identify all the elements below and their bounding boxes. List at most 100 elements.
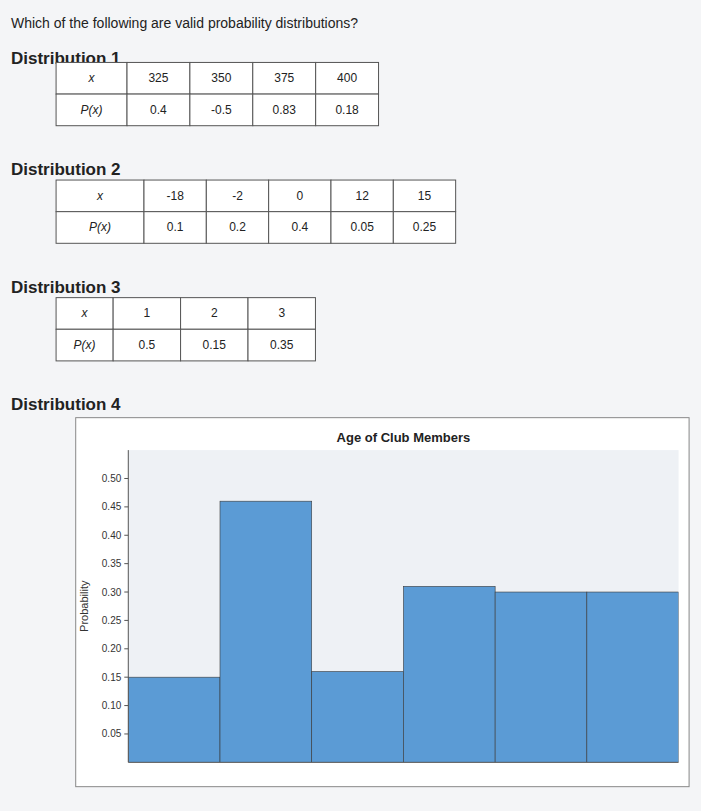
table-header: P(x) bbox=[89, 220, 111, 234]
y-tick bbox=[124, 478, 128, 479]
bar bbox=[495, 592, 587, 762]
y-axis-line bbox=[128, 450, 129, 762]
table-header: x bbox=[96, 189, 104, 203]
table-header: P(x) bbox=[81, 103, 103, 117]
table-value: 2 bbox=[211, 306, 218, 320]
background bbox=[0, 0, 701, 811]
y-tick-label: 0.50 bbox=[102, 473, 122, 484]
table-header-cell bbox=[56, 62, 127, 94]
table: x 1 2 3 P(x) 0.5 0.15 0.35 bbox=[56, 298, 315, 361]
y-tick bbox=[124, 733, 128, 734]
section-label: Distribution 3 bbox=[11, 278, 121, 297]
table-cell bbox=[127, 94, 190, 126]
bar bbox=[587, 592, 679, 762]
table-cell bbox=[113, 298, 180, 330]
chart-box bbox=[76, 418, 689, 787]
y-tick bbox=[124, 535, 128, 536]
table-cell bbox=[127, 62, 190, 94]
chart-title: Age of Club Members bbox=[337, 430, 471, 445]
table-cell bbox=[181, 298, 248, 330]
table-header: x bbox=[88, 71, 96, 85]
y-tick-label: 0.25 bbox=[102, 615, 122, 626]
table-cell bbox=[144, 212, 206, 244]
table-cell bbox=[206, 180, 268, 212]
table-value: -18 bbox=[166, 189, 184, 203]
table-value: 3 bbox=[278, 306, 285, 320]
bars bbox=[128, 501, 678, 762]
table-value: 1 bbox=[144, 306, 151, 320]
table-cell bbox=[190, 62, 253, 94]
table-cell bbox=[393, 180, 455, 212]
table-value: 375 bbox=[274, 71, 294, 85]
page: Which of the following are valid probabi… bbox=[0, 0, 701, 811]
table-value: -0.5 bbox=[211, 103, 232, 117]
bar bbox=[220, 501, 312, 762]
y-tick bbox=[124, 592, 128, 593]
y-tick-label: 0.15 bbox=[102, 672, 122, 683]
table-value: 400 bbox=[337, 71, 357, 85]
table-cell bbox=[253, 62, 316, 94]
y-tick-label: 0.05 bbox=[102, 728, 122, 739]
table-header-cell bbox=[56, 329, 113, 361]
section-label: Distribution 2 bbox=[11, 160, 121, 179]
table-header-cell bbox=[56, 298, 113, 330]
table-cell bbox=[190, 94, 253, 126]
section-label: Distribution 4 bbox=[11, 395, 121, 414]
table-value: 0.1 bbox=[167, 220, 184, 234]
table-header-cell bbox=[56, 212, 144, 244]
bar bbox=[403, 586, 495, 762]
table-value: 0.15 bbox=[203, 338, 227, 352]
y-tick bbox=[124, 677, 128, 678]
y-tick bbox=[124, 563, 128, 564]
table-cell bbox=[316, 62, 379, 94]
bar bbox=[312, 672, 404, 763]
table-value: 0.2 bbox=[229, 220, 246, 234]
table-value: 0.5 bbox=[139, 338, 156, 352]
table-cell bbox=[144, 180, 206, 212]
table-cell bbox=[316, 94, 379, 126]
table-value: 0.83 bbox=[273, 103, 297, 117]
table-cell bbox=[206, 212, 268, 244]
table-cell bbox=[248, 329, 315, 361]
table-cell bbox=[269, 212, 331, 244]
table-value: 0.18 bbox=[335, 103, 359, 117]
table-cell bbox=[393, 212, 455, 244]
table-cell bbox=[248, 298, 315, 330]
table-value: 0.4 bbox=[291, 220, 308, 234]
y-tick-label: 0.45 bbox=[102, 501, 122, 512]
x-axis-line bbox=[128, 762, 678, 763]
table-cell bbox=[113, 329, 180, 361]
table-value: 0.4 bbox=[150, 103, 167, 117]
plot-area bbox=[128, 450, 678, 762]
bar bbox=[128, 677, 220, 762]
table-cell bbox=[331, 180, 393, 212]
table-cell bbox=[181, 329, 248, 361]
table-value: 0.25 bbox=[413, 220, 437, 234]
table: x -18 -2 0 12 15 P(x) 0.1 0.2 0.4 0.05 0.25 bbox=[56, 180, 456, 243]
y-tick bbox=[124, 705, 128, 706]
y-tick bbox=[124, 506, 128, 507]
y-tick bbox=[124, 648, 128, 649]
title: Which of the following are valid probabi… bbox=[11, 15, 358, 31]
table-header: x bbox=[81, 306, 89, 320]
y-tick-label: 0.40 bbox=[102, 530, 122, 541]
table-value: 0 bbox=[296, 189, 303, 203]
table: x 325 350 375 400 P(x) 0.4 -0.5 0.83 0.18 bbox=[56, 62, 378, 125]
table-value: -2 bbox=[232, 189, 243, 203]
table-header-cell bbox=[56, 180, 144, 212]
table-value: 15 bbox=[418, 189, 432, 203]
table-value: 0.35 bbox=[270, 338, 294, 352]
y-axis-label: Probability bbox=[78, 580, 90, 632]
table-cell bbox=[269, 180, 331, 212]
table-value: 350 bbox=[211, 71, 231, 85]
y-tick-label: 0.30 bbox=[102, 587, 122, 598]
table-value: 325 bbox=[148, 71, 168, 85]
table-value: 12 bbox=[355, 189, 369, 203]
table-cell bbox=[331, 212, 393, 244]
table-cell bbox=[253, 94, 316, 126]
table-value: 0.05 bbox=[350, 220, 374, 234]
y-tick bbox=[124, 620, 128, 621]
y-tick-label: 0.35 bbox=[102, 558, 122, 569]
table-header: P(x) bbox=[74, 338, 96, 352]
table-header-cell bbox=[56, 94, 127, 126]
